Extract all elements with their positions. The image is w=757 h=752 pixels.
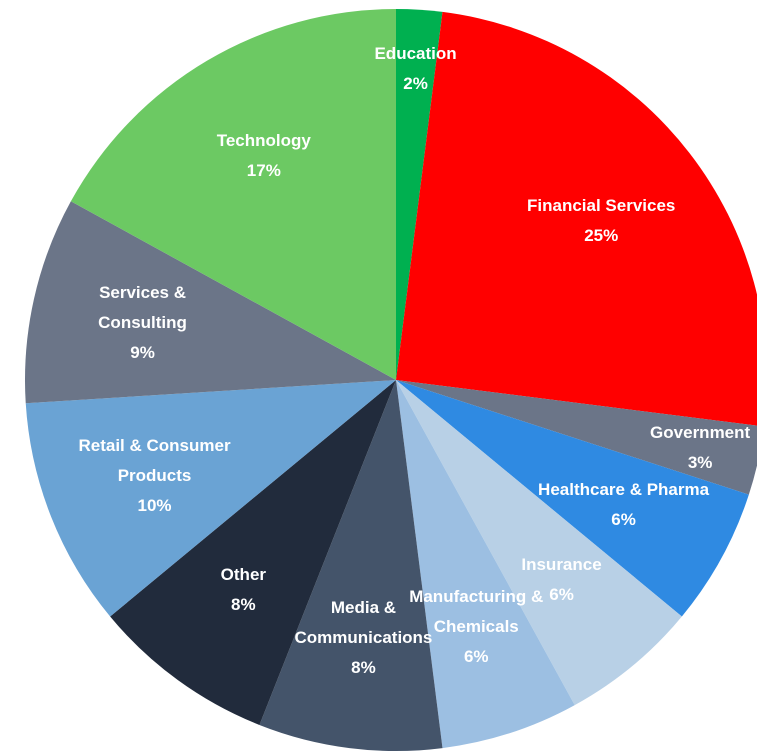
slice-label: Government 3% bbox=[600, 418, 757, 478]
slice-value: 8% bbox=[231, 595, 256, 615]
slice-value: 17% bbox=[246, 161, 281, 181]
slice-value: 6% bbox=[611, 510, 636, 530]
pie-slice bbox=[396, 11, 757, 426]
slice-label: Insurance 6% bbox=[462, 550, 662, 610]
slice-label: Other 8% bbox=[143, 560, 343, 620]
slice-label: Education 2% bbox=[316, 39, 516, 99]
pie-slice bbox=[110, 380, 396, 725]
slice-label: Technology 17% bbox=[164, 126, 364, 186]
slice-value: 6% bbox=[549, 585, 574, 605]
slice-label: Healthcare & Pharma 6% bbox=[524, 475, 724, 535]
slice-value: 9% bbox=[130, 343, 155, 363]
slice-name: Financial Services bbox=[527, 195, 676, 215]
slice-label: Media & Communications 8% bbox=[263, 593, 463, 683]
pie-slice bbox=[396, 380, 575, 749]
slice-name: Government bbox=[650, 422, 751, 442]
slice-name: Retail & Consumer Products bbox=[78, 435, 231, 485]
slice-name: Education bbox=[374, 43, 457, 63]
slice-label: Retail & Consumer Products 10% bbox=[55, 431, 255, 521]
slice-value: 6% bbox=[463, 646, 489, 666]
slice-value: 8% bbox=[351, 657, 376, 677]
slice-value: 2% bbox=[403, 73, 428, 93]
slice-value: 10% bbox=[137, 495, 172, 515]
pie-slice bbox=[396, 9, 443, 380]
slice-name: Insurance bbox=[521, 555, 602, 575]
slice-name: Technology bbox=[216, 131, 311, 151]
pie-slice bbox=[25, 201, 397, 404]
pie-slice bbox=[396, 380, 757, 495]
pie-slice bbox=[259, 380, 443, 751]
slice-label: Financial Services 25% bbox=[501, 191, 701, 251]
pie-slice bbox=[25, 380, 396, 617]
pie-slice bbox=[70, 9, 396, 380]
slice-label: Manufacturing & Chemicals 6% bbox=[376, 582, 576, 672]
pie-slice bbox=[396, 380, 749, 617]
pie-slice bbox=[396, 380, 682, 706]
slice-name: Healthcare & Pharma bbox=[538, 480, 710, 500]
slice-value: 25% bbox=[584, 225, 619, 245]
slice-name: Manufacturing & Chemicals bbox=[409, 586, 544, 636]
slice-value: 3% bbox=[687, 452, 713, 472]
slice-name: Media & Communications bbox=[294, 597, 433, 647]
slice-label: Services & Consulting 9% bbox=[43, 278, 243, 368]
slice-name: Other bbox=[220, 565, 267, 585]
slice-name: Services & Consulting bbox=[98, 283, 187, 333]
